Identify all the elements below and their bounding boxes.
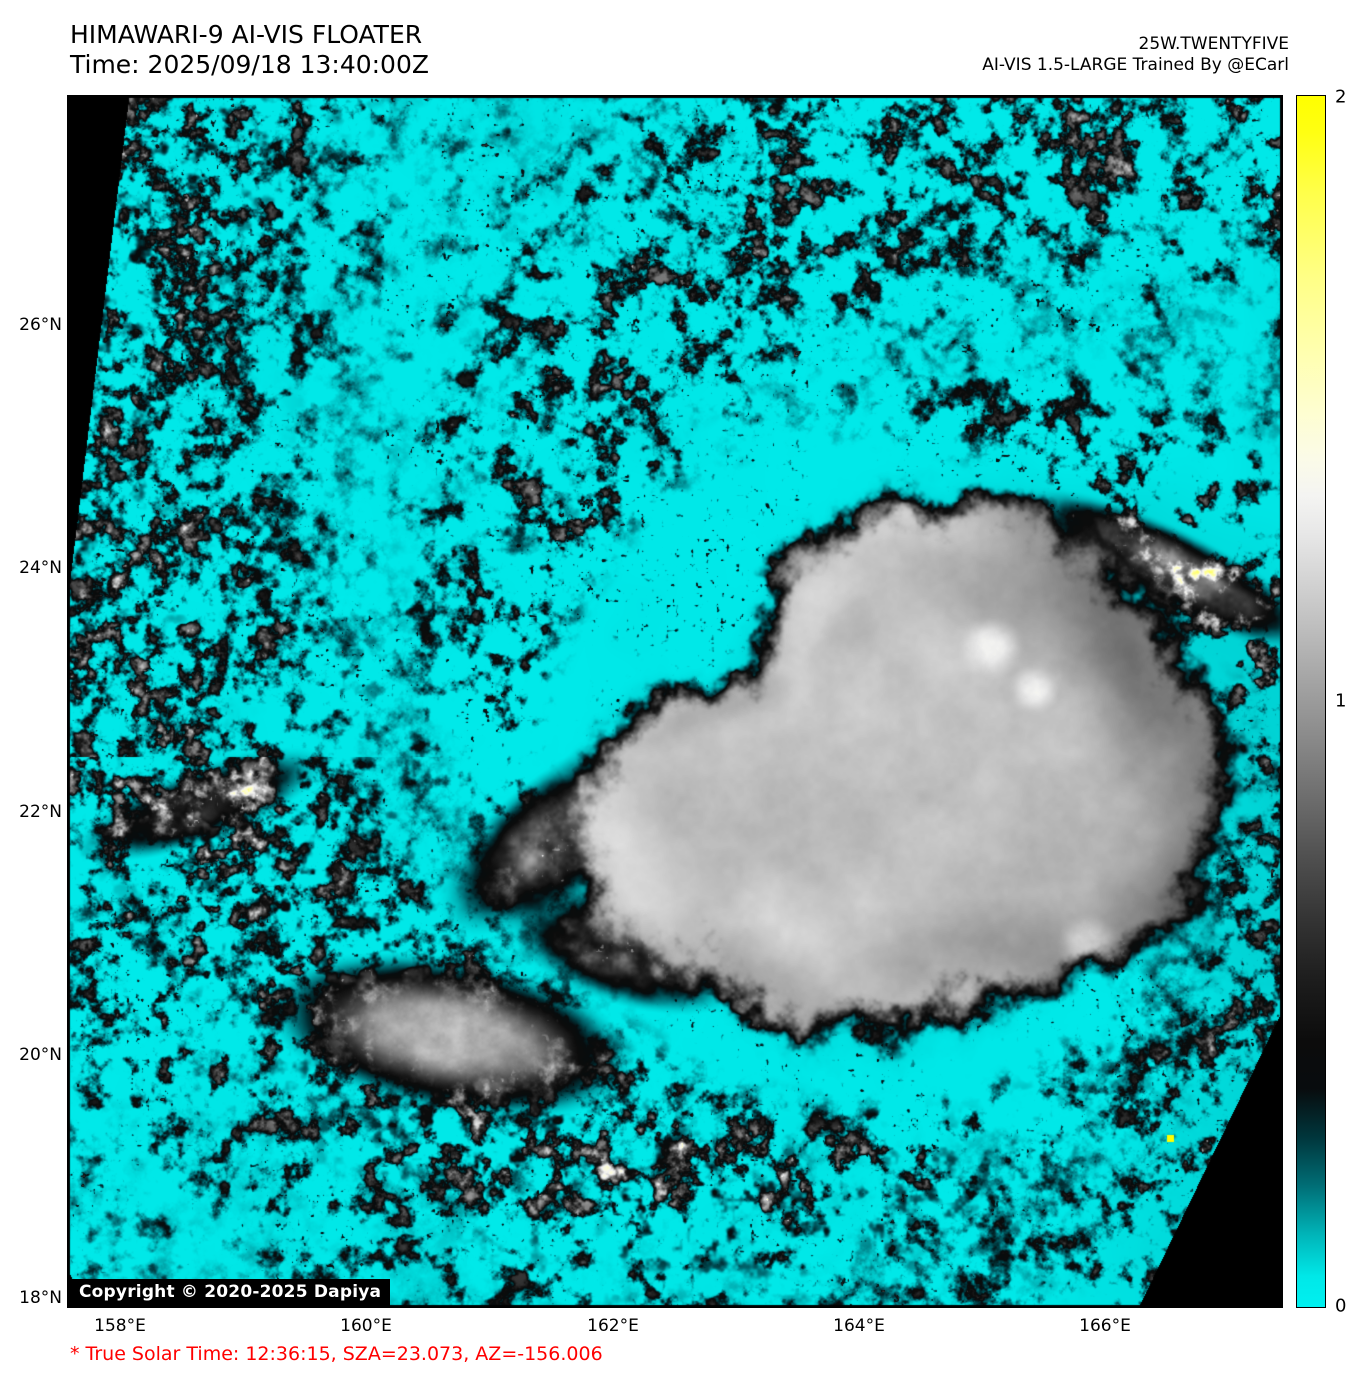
header-title-block: HIMAWARI-9 AI-VIS FLOATER Time: 2025/09/… xyxy=(70,20,429,80)
model-credit-label: AI-VIS 1.5-LARGE Trained By @ECarl xyxy=(982,55,1289,75)
colorbar-tick-max: 2 xyxy=(1335,86,1347,108)
satellite-image-panel[interactable] xyxy=(67,95,1283,1308)
storm-id-label: 25W.TWENTYFIVE xyxy=(1138,34,1289,54)
latitude-tick-3: 20°N xyxy=(19,1045,62,1065)
latitude-tick-0: 26°N xyxy=(19,315,62,335)
longitude-tick-4: 166°E xyxy=(1079,1316,1131,1336)
longitude-tick-3: 164°E xyxy=(833,1316,885,1336)
satellite-heatmap-canvas[interactable] xyxy=(67,95,1283,1308)
copyright-badge: Copyright © 2020-2025 Dapiya xyxy=(70,1279,391,1306)
colorbar-gradient xyxy=(1296,95,1326,1308)
page-title: HIMAWARI-9 AI-VIS FLOATER xyxy=(70,20,423,49)
header-meta-block: 25W.TWENTYFIVE AI-VIS 1.5-LARGE Trained … xyxy=(982,34,1289,76)
timestamp-label: Time: 2025/09/18 13:40:00Z xyxy=(70,50,429,79)
colorbar-tick-min: 0 xyxy=(1335,1295,1347,1317)
latitude-tick-1: 24°N xyxy=(19,558,62,578)
latitude-tick-2: 22°N xyxy=(19,802,62,822)
colorbar-tick-mid: 1 xyxy=(1335,690,1347,712)
colorbar-panel: 2 1 0 xyxy=(1296,87,1346,1317)
solar-geometry-note: * True Solar Time: 12:36:15, SZA=23.073,… xyxy=(70,1343,603,1365)
longitude-tick-0: 158°E xyxy=(94,1316,146,1336)
longitude-tick-1: 160°E xyxy=(340,1316,392,1336)
longitude-tick-2: 162°E xyxy=(587,1316,639,1336)
latitude-tick-4: 18°N xyxy=(19,1288,62,1308)
